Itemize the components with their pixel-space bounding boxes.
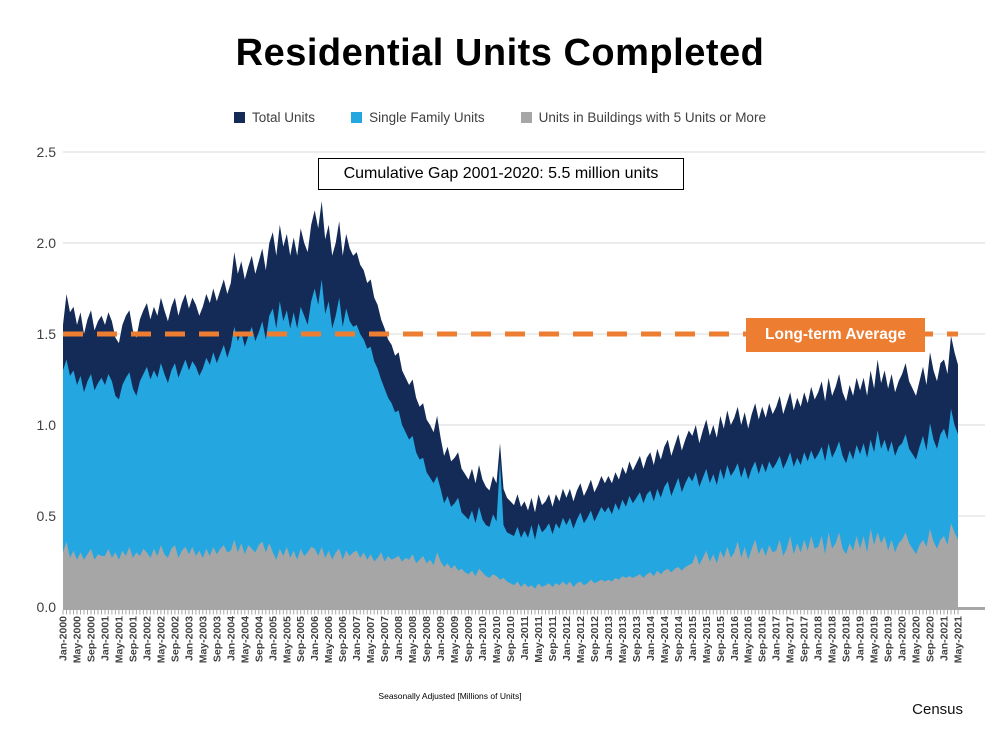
svg-text:Jan-2019: Jan-2019 <box>855 616 867 661</box>
svg-text:Jan-2008: Jan-2008 <box>393 616 405 661</box>
svg-text:Jan-2004: Jan-2004 <box>225 616 237 661</box>
axis-note: Seasonally Adjusted [Millions of Units] <box>378 691 522 701</box>
svg-text:May-2001: May-2001 <box>113 616 125 663</box>
legend-swatch-five-plus-units-icon <box>520 112 532 123</box>
svg-text:May-2006: May-2006 <box>323 616 335 663</box>
svg-text:Sep-2020: Sep-2020 <box>925 616 937 662</box>
svg-text:Jan-2010: Jan-2010 <box>477 616 489 661</box>
svg-text:Jan-2001: Jan-2001 <box>100 616 112 661</box>
svg-text:May-2020: May-2020 <box>911 616 923 663</box>
svg-text:May-2014: May-2014 <box>659 616 671 663</box>
svg-text:Sep-2000: Sep-2000 <box>86 616 98 662</box>
svg-text:Jan-2000: Jan-2000 <box>58 616 70 661</box>
svg-text:May-2019: May-2019 <box>869 616 881 663</box>
svg-text:Jan-2007: Jan-2007 <box>351 616 363 661</box>
svg-text:May-2009: May-2009 <box>449 616 461 663</box>
legend-swatch-total-units-icon <box>234 112 246 123</box>
svg-text:1.0: 1.0 <box>37 417 57 433</box>
svg-text:Jan-2014: Jan-2014 <box>645 616 657 661</box>
legend-label-five-plus-units: Units in Buildings with 5 Units or More <box>538 110 766 125</box>
svg-text:Sep-2011: Sep-2011 <box>547 616 559 662</box>
legend-item-single-family: Single Family Units <box>351 110 485 125</box>
legend: Total Units Single Family Units Units in… <box>0 110 1000 125</box>
svg-text:May-2017: May-2017 <box>785 616 797 663</box>
svg-text:0.5: 0.5 <box>37 508 57 524</box>
svg-text:Jan-2002: Jan-2002 <box>141 616 153 661</box>
svg-text:Sep-2010: Sep-2010 <box>505 616 517 662</box>
svg-text:Sep-2003: Sep-2003 <box>211 616 223 662</box>
svg-text:May-2008: May-2008 <box>407 616 419 663</box>
chart-title: Residential Units Completed <box>235 32 765 74</box>
svg-text:May-2000: May-2000 <box>72 616 84 663</box>
svg-text:Jan-2020: Jan-2020 <box>897 616 909 661</box>
svg-text:0.0: 0.0 <box>37 599 57 615</box>
svg-text:Sep-2018: Sep-2018 <box>841 616 853 662</box>
svg-text:Jan-2012: Jan-2012 <box>561 616 573 661</box>
svg-text:2.5: 2.5 <box>37 144 57 160</box>
svg-text:Sep-2019: Sep-2019 <box>883 616 895 662</box>
svg-text:May-2011: May-2011 <box>533 616 545 663</box>
svg-text:2.0: 2.0 <box>37 235 57 251</box>
svg-text:Jan-2005: Jan-2005 <box>267 616 279 661</box>
svg-text:Sep-2008: Sep-2008 <box>421 616 433 662</box>
svg-text:Sep-2012: Sep-2012 <box>589 616 601 662</box>
svg-text:May-2005: May-2005 <box>281 616 293 663</box>
legend-label-total-units: Total Units <box>252 110 316 125</box>
long-term-average-label: Long-term Average <box>746 318 925 352</box>
svg-text:Sep-2006: Sep-2006 <box>337 616 349 662</box>
legend-item-total-units: Total Units <box>234 110 315 125</box>
svg-text:Jan-2003: Jan-2003 <box>183 616 195 661</box>
svg-text:Sep-2013: Sep-2013 <box>631 616 643 662</box>
svg-text:Sep-2016: Sep-2016 <box>757 616 769 662</box>
svg-text:May-2003: May-2003 <box>197 616 209 663</box>
svg-text:Sep-2005: Sep-2005 <box>295 616 307 662</box>
legend-label-single-family: Single Family Units <box>369 110 485 125</box>
svg-text:Sep-2007: Sep-2007 <box>379 616 391 662</box>
svg-text:Jan-2011: Jan-2011 <box>519 616 531 661</box>
svg-text:May-2021: May-2021 <box>953 616 965 663</box>
svg-text:Jan-2018: Jan-2018 <box>813 616 825 661</box>
legend-item-five-plus-units: Units in Buildings with 5 Units or More <box>520 110 766 125</box>
svg-text:May-2012: May-2012 <box>575 616 587 663</box>
legend-swatch-single-family-icon <box>351 112 363 123</box>
svg-text:Sep-2009: Sep-2009 <box>463 616 475 662</box>
svg-text:May-2004: May-2004 <box>239 616 251 663</box>
svg-text:Sep-2002: Sep-2002 <box>169 616 181 662</box>
svg-text:1.5: 1.5 <box>37 326 57 342</box>
svg-text:May-2010: May-2010 <box>491 616 503 663</box>
svg-text:Jan-2009: Jan-2009 <box>435 616 447 661</box>
source-census: Census <box>912 701 963 718</box>
svg-text:May-2002: May-2002 <box>155 616 167 663</box>
svg-text:Jan-2021: Jan-2021 <box>939 616 951 661</box>
svg-text:May-2015: May-2015 <box>701 616 713 663</box>
svg-text:Sep-2014: Sep-2014 <box>673 616 685 662</box>
svg-text:May-2007: May-2007 <box>365 616 377 663</box>
svg-text:Jan-2016: Jan-2016 <box>729 616 741 661</box>
svg-text:Sep-2001: Sep-2001 <box>127 616 139 662</box>
svg-text:Jan-2006: Jan-2006 <box>309 616 321 661</box>
cumulative-gap-callout: Cumulative Gap 2001-2020: 5.5 million un… <box>318 158 684 190</box>
svg-text:Sep-2017: Sep-2017 <box>799 616 811 662</box>
svg-text:Sep-2015: Sep-2015 <box>715 616 727 662</box>
svg-text:Jan-2015: Jan-2015 <box>687 616 699 661</box>
svg-text:Jan-2017: Jan-2017 <box>771 616 783 661</box>
svg-text:May-2013: May-2013 <box>617 616 629 663</box>
svg-text:Jan-2013: Jan-2013 <box>603 616 615 661</box>
svg-text:Sep-2004: Sep-2004 <box>253 616 265 662</box>
svg-text:May-2018: May-2018 <box>827 616 839 663</box>
svg-text:May-2016: May-2016 <box>743 616 755 663</box>
